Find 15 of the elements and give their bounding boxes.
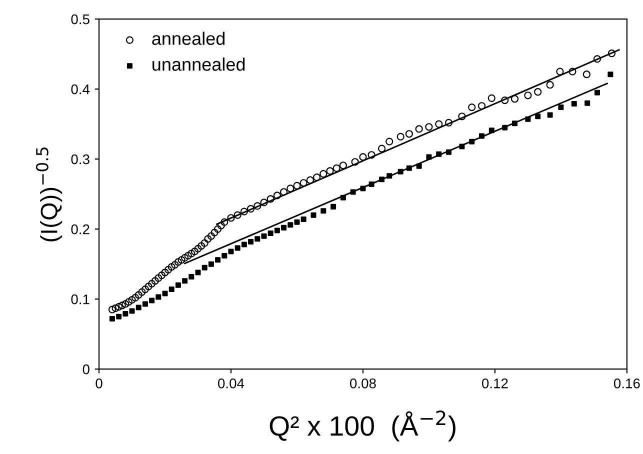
legend-label: unannealed bbox=[152, 58, 245, 71]
y-tick-label: 0 bbox=[82, 364, 90, 374]
x-axis-title: Q² x 100 (Å$^{−2}$) bbox=[270, 410, 456, 442]
x-tick-label: 0.08 bbox=[350, 378, 376, 388]
y-tick-label: 0.3 bbox=[71, 154, 90, 164]
legend-label: annealed bbox=[152, 32, 225, 45]
y-tick-label: 0.5 bbox=[71, 14, 90, 24]
x-tick-label: 0.12 bbox=[482, 378, 508, 388]
y-tick-label: 0.1 bbox=[71, 294, 90, 304]
y-axis-title: (I(Q))$^{−0.5}$ bbox=[36, 148, 62, 242]
y-tick-label: 0.2 bbox=[71, 224, 90, 234]
x-tick-label: 0.04 bbox=[218, 378, 244, 388]
x-tick-label: 0 bbox=[96, 378, 102, 388]
x-tick-label: 0.16 bbox=[614, 378, 640, 388]
y-tick-label: 0.4 bbox=[71, 84, 90, 94]
